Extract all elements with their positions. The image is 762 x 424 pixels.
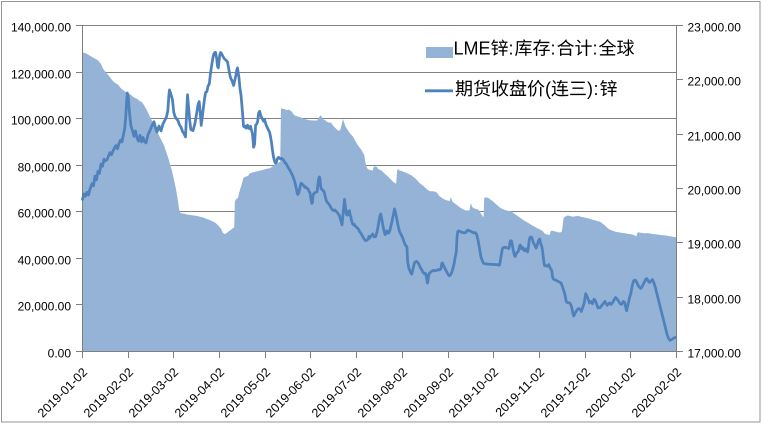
svg-text:140,000.00: 140,000.00 [11, 21, 71, 35]
svg-text::: : [593, 39, 598, 59]
svg-text:22,000.00: 22,000.00 [688, 75, 742, 89]
svg-text:21,000.00: 21,000.00 [688, 130, 742, 144]
svg-text:23,000.00: 23,000.00 [688, 21, 742, 35]
svg-text:20,000.00: 20,000.00 [18, 300, 72, 314]
svg-text::: : [551, 39, 556, 59]
svg-text:19,000.00: 19,000.00 [688, 238, 742, 252]
svg-text:): ) [587, 79, 593, 99]
svg-text:60,000.00: 60,000.00 [18, 207, 72, 221]
svg-text:80,000.00: 80,000.00 [18, 161, 72, 175]
svg-text:(: ( [545, 79, 551, 99]
svg-text:17,000.00: 17,000.00 [688, 347, 742, 361]
svg-text:40,000.00: 40,000.00 [18, 254, 72, 268]
svg-text:18,000.00: 18,000.00 [688, 293, 742, 307]
svg-text:LME: LME [454, 39, 491, 59]
svg-text:100,000.00: 100,000.00 [11, 114, 71, 128]
svg-text::: : [509, 39, 514, 59]
svg-text:120,000.00: 120,000.00 [11, 68, 71, 82]
svg-text:0.00: 0.00 [48, 347, 72, 361]
svg-text:20,000.00: 20,000.00 [688, 184, 742, 198]
svg-text::: : [594, 79, 599, 99]
